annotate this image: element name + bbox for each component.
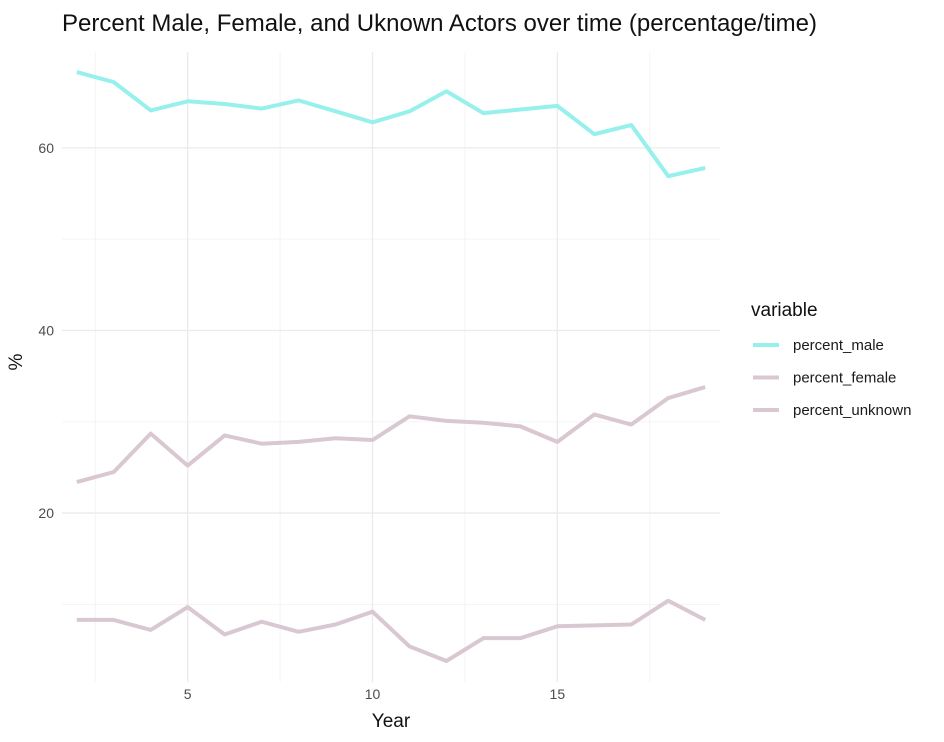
- y-axis-ticks: 20 40 60: [38, 140, 54, 521]
- series-line-percent-female: [76, 385, 706, 484]
- y-tick-label: 40: [38, 322, 54, 338]
- y-axis-title: %: [6, 353, 27, 370]
- legend-label: percent_male: [793, 337, 884, 354]
- legend-item: percent_female: [753, 370, 896, 387]
- legend: variable percent_malepercent_femaleperce…: [751, 300, 911, 419]
- series-line-percent-male: [76, 70, 706, 179]
- y-tick-label: 60: [38, 140, 54, 156]
- grid: [62, 52, 720, 682]
- x-tick-label: 5: [184, 686, 192, 702]
- chart-title: Percent Male, Female, and Uknown Actors …: [62, 10, 817, 37]
- y-tick-label: 20: [38, 505, 54, 521]
- series-line-percent-unknown: [76, 598, 707, 663]
- x-tick-label: 15: [550, 686, 566, 702]
- x-axis-ticks: 5 10 15: [184, 686, 566, 702]
- series-lines: [76, 70, 707, 663]
- x-tick-label: 10: [365, 686, 381, 702]
- legend-label: percent_unknown: [793, 402, 911, 419]
- legend-item: percent_male: [753, 337, 884, 354]
- legend-item: percent_unknown: [753, 402, 911, 419]
- legend-title: variable: [751, 300, 818, 321]
- legend-items: percent_male percent_female percent_unknow…: [753, 337, 911, 419]
- legend-label: percent_female: [793, 370, 896, 387]
- x-axis-title: Year: [372, 711, 411, 732]
